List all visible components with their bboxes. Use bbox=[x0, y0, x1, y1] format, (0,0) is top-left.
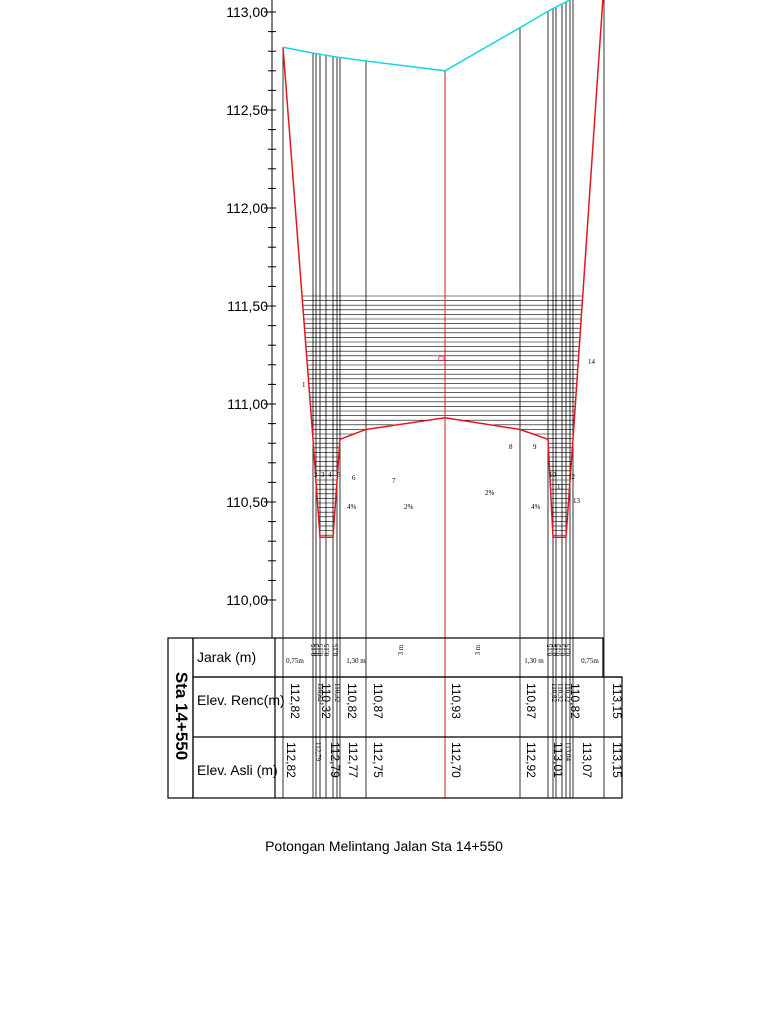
elev-asli-value: 112,79 bbox=[314, 742, 322, 761]
slope-labels: 4% 2% 2% 4% bbox=[347, 489, 541, 511]
elev-renc-value: 110,32 bbox=[319, 683, 333, 719]
point-number: 4 bbox=[328, 471, 332, 479]
row-label-elev-asli: Elev. Asli (m) bbox=[197, 762, 278, 778]
jarak-value: 1,30 m bbox=[524, 657, 544, 665]
elev-renc-value: 110,32 bbox=[563, 683, 571, 702]
slope-label: 2% bbox=[485, 489, 495, 497]
elev-renc-value: 113,15 bbox=[610, 683, 624, 719]
elev-asli-value: 112,77 bbox=[346, 742, 360, 778]
slope-label: 4% bbox=[531, 503, 541, 511]
point-number: 8 bbox=[509, 443, 513, 451]
jarak-value: 0,15 bbox=[564, 643, 572, 656]
jarak-value: 0,15 bbox=[559, 643, 567, 656]
point-number: 14 bbox=[588, 358, 596, 366]
elev-asli-value: 113,07 bbox=[580, 742, 594, 778]
station-lines bbox=[282, 0, 605, 798]
elev-renc-value: 110,82 bbox=[568, 683, 582, 719]
point-number: 7 bbox=[392, 477, 396, 485]
jarak-value: 0,15 bbox=[317, 643, 325, 656]
slope-label: 4% bbox=[347, 503, 357, 511]
centerline-label: CL bbox=[438, 356, 447, 363]
axis-tick-label: 111,50 bbox=[227, 298, 268, 314]
jarak-value: 0,75m bbox=[581, 657, 599, 665]
elev-asli-value: 112,82 bbox=[284, 742, 298, 778]
axis-tick-label: 110,50 bbox=[226, 494, 268, 510]
elev-asli-value: 113,01 bbox=[551, 742, 565, 778]
elev-asli-value: 112,70 bbox=[449, 742, 463, 778]
elevation-axis: 110,00 110,50 111,00 111,50 112,00 112,50 113,… bbox=[226, 0, 276, 638]
elev-asli-value: 113,04 bbox=[564, 742, 572, 761]
point-number: 11 bbox=[557, 483, 564, 491]
axis-tick-label: 112,00 bbox=[226, 200, 268, 216]
elev-asli-value: 112,92 bbox=[524, 742, 538, 778]
cut-fill-hatching bbox=[302, 295, 583, 536]
jarak-value: 0,15 bbox=[546, 643, 554, 656]
elev-renc-value: 110,32 bbox=[333, 683, 341, 702]
drawing-caption: Potongan Melintang Jalan Sta 14+550 bbox=[265, 838, 503, 854]
data-table bbox=[167, 637, 623, 799]
elev-renc-value: 112,82 bbox=[288, 683, 302, 719]
point-number: 9 bbox=[533, 443, 537, 451]
point-number: 1 bbox=[302, 381, 306, 389]
elev-asli-value: 113,15 bbox=[610, 742, 624, 778]
row-label-elev-renc: Elev. Renc(m) bbox=[197, 692, 285, 708]
point-number: 3 bbox=[321, 471, 325, 479]
point-number: 12 bbox=[568, 473, 576, 481]
elev-renc-value: 110,87 bbox=[524, 683, 538, 719]
point-number: 2 bbox=[314, 471, 318, 479]
jarak-value: 0,15 bbox=[310, 643, 318, 656]
row-label-jarak: Jarak (m) bbox=[197, 649, 256, 665]
elev-renc-value: 110,32 bbox=[556, 683, 564, 702]
elev-renc-value: 110,93 bbox=[449, 683, 463, 719]
axis-tick-label: 111,00 bbox=[227, 396, 268, 412]
elev-asli-value: 112,79 bbox=[328, 742, 342, 778]
elev-renc-value: 110,82 bbox=[316, 683, 324, 702]
axis-tick-label: 112,50 bbox=[226, 102, 268, 118]
jarak-value: 3 m bbox=[397, 644, 405, 655]
jarak-value: 0,15 bbox=[323, 643, 331, 656]
jarak-value: 0,15 bbox=[554, 643, 562, 656]
point-number: 13 bbox=[573, 497, 581, 505]
point-number: 5 bbox=[337, 471, 341, 479]
elev-renc-value: 110,82 bbox=[345, 683, 359, 719]
station-label: Sta 14+550 bbox=[172, 672, 191, 760]
axis-tick-label: 110,00 bbox=[226, 592, 268, 608]
jarak-value: 0,75m bbox=[286, 657, 304, 665]
jarak-value: 0,15 bbox=[551, 643, 559, 656]
jarak-value: 3 m bbox=[474, 644, 482, 655]
jarak-value: 0,15 bbox=[313, 643, 321, 656]
axis-tick-label: 113,00 bbox=[226, 4, 268, 20]
jarak-value: 0,15 bbox=[332, 643, 340, 656]
elev-renc-value: 110,87 bbox=[371, 683, 385, 719]
point-number: 10 bbox=[549, 471, 557, 479]
slope-label: 2% bbox=[404, 503, 414, 511]
jarak-value: 1,30 m bbox=[346, 657, 366, 665]
point-number: 6 bbox=[352, 474, 356, 482]
elev-renc-value: 110,82 bbox=[550, 683, 558, 702]
elev-asli-value: 112,75 bbox=[371, 742, 385, 778]
